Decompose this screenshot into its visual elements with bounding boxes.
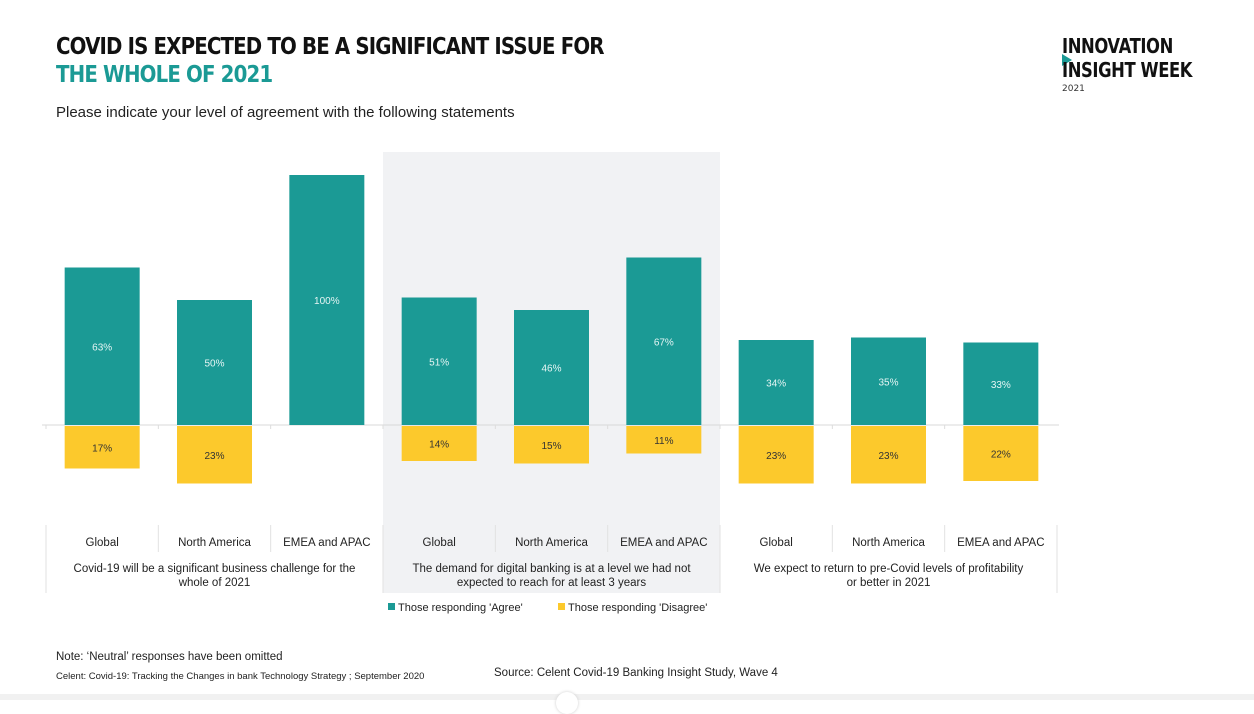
bar-disagree [177,426,252,484]
legend-label-agree: Those responding 'Agree' [398,602,523,614]
group-label: expected to reach for at least 3 years [457,577,646,589]
bar-agree [177,300,252,425]
data-label-disagree: 23% [204,451,224,462]
group-label: We expect to return to pre-Covid levels … [754,563,1024,575]
logo-line-1: INNOVATION [1062,34,1173,58]
legend-swatch-agree [388,603,395,610]
group-label: The demand for digital banking is at a l… [412,563,691,575]
category-label: Global [86,537,119,549]
bottom-scrollbar[interactable] [0,694,1254,700]
slide-subtitle: Please indicate your level of agreement … [56,104,515,121]
data-label-agree: 63% [92,342,112,353]
category-label: North America [852,537,925,549]
bar-agree [289,175,365,425]
title-line-2: THE WHOLE OF 2021 [56,62,273,88]
logo-line-2: INSIGHT WEEK [1062,58,1193,82]
bar-disagree [64,426,140,469]
bar-agree [626,257,702,425]
data-label-agree: 100% [314,296,340,307]
innovation-insight-week-logo: INNOVATION INSIGHT WEEK 2021 [1062,34,1221,94]
data-label-disagree: 22% [991,450,1011,461]
bar-agree [401,297,477,425]
footnote-celent: Celent: Covid-19: Tracking the Changes i… [56,671,425,682]
bar-agree [64,267,140,425]
logo-year: 2021 [1062,84,1085,94]
category-label: Global [760,537,793,549]
diverging-bar-chart: 63% 17% Global 50% 23% North America 100% EMEA … [42,152,1059,614]
data-label-agree: 51% [429,357,449,368]
legend-label-disagree: Those responding 'Disagree' [568,602,707,614]
slide-title: COVID IS EXPECTED TO BE A SIGNIFICANT IS… [56,33,605,89]
data-label-agree: 34% [766,379,786,390]
category-label: North America [178,537,251,549]
data-label-disagree: 15% [541,441,561,452]
data-label-disagree: 14% [429,440,449,451]
bar-disagree [514,426,589,464]
legend-swatch-disagree [558,603,565,610]
data-label-agree: 46% [541,364,561,375]
data-label-agree: 67% [654,337,674,348]
category-label: EMEA and APAC [283,537,370,549]
category-label: EMEA and APAC [620,537,707,549]
bar-agree [514,310,589,425]
group-label: whole of 2021 [178,577,251,589]
category-label: North America [515,537,588,549]
category-label: Global [423,537,456,549]
category-label: EMEA and APAC [957,537,1044,549]
data-label-agree: 50% [204,359,224,370]
group-label: Covid-19 will be a significant business … [74,563,356,575]
footnote-neutral: Note: ‘Neutral’ responses have been omit… [56,651,283,663]
data-label-disagree: 11% [654,436,673,447]
bar-disagree [738,426,814,484]
data-label-disagree: 17% [92,443,112,454]
source-citation: Source: Celent Covid-19 Banking Insight … [494,667,778,679]
bar-disagree [851,426,926,484]
bar-disagree [401,426,477,461]
data-label-disagree: 23% [878,451,898,462]
data-label-agree: 33% [991,380,1011,391]
scroll-handle[interactable] [556,692,578,714]
data-label-disagree: 23% [766,451,786,462]
bar-disagree [626,426,702,454]
play-triangle-icon [1062,54,1072,66]
bar-agree [963,342,1039,425]
bar-agree [851,337,926,425]
group-label: or better in 2021 [847,577,931,589]
title-line-1: COVID IS EXPECTED TO BE A SIGNIFICANT IS… [56,34,605,60]
bar-disagree [963,426,1039,481]
bar-agree [738,340,814,425]
data-label-agree: 35% [878,377,898,388]
